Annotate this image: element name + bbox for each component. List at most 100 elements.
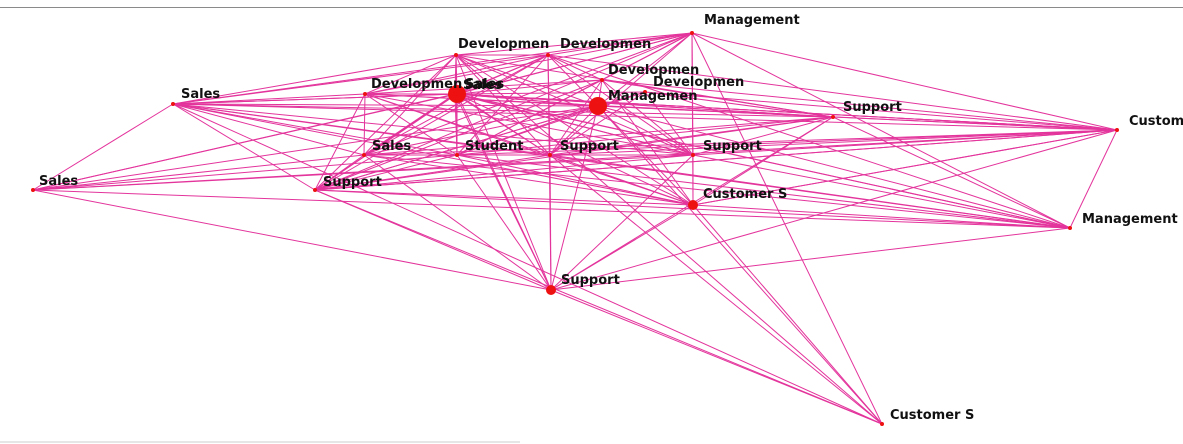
node-label: Support: [560, 139, 619, 154]
graph-edge: [692, 116, 834, 156]
graph-node[interactable]: [589, 97, 607, 115]
graph-edge: [314, 54, 457, 191]
node-label: Sales: [181, 87, 220, 102]
graph-edge: [314, 154, 551, 191]
node-label: Custom: [1129, 114, 1183, 129]
graph-edge: [32, 189, 552, 291]
node-label: Sales: [39, 174, 78, 189]
graph-edge: [549, 79, 603, 156]
graph-node[interactable]: [362, 153, 366, 157]
graph-edge: [364, 54, 549, 95]
node-label: Support: [703, 139, 762, 154]
node-label: Sales: [372, 139, 411, 154]
graph-edge: [172, 93, 366, 105]
node-label: Customer S: [890, 408, 974, 423]
graph-edge: [172, 32, 693, 105]
graph-node[interactable]: [453, 92, 457, 96]
graph-edge: [32, 93, 458, 191]
graph-edge: [314, 154, 694, 191]
graph-edge: [456, 79, 603, 95]
graph-edge: [547, 54, 603, 81]
graph-edge: [597, 105, 1071, 229]
graph-edge: [314, 79, 603, 191]
graph-edge: [32, 105, 599, 191]
graph-edge: [547, 54, 1118, 131]
graph-node[interactable]: [690, 31, 694, 35]
graph-node[interactable]: [455, 153, 459, 157]
graph-edge: [549, 154, 883, 425]
graph-node[interactable]: [831, 115, 835, 119]
graph-edge: [692, 154, 1071, 229]
node-label: Developmen: [608, 63, 699, 78]
graph-edge: [363, 129, 1118, 156]
graph-edge: [597, 32, 693, 107]
graph-node[interactable]: [171, 102, 175, 106]
graph-edge: [549, 154, 694, 206]
node-label: Sales: [463, 78, 502, 93]
edge-layer: [32, 32, 1118, 425]
graph-edge: [1069, 129, 1118, 229]
graph-edge: [314, 54, 549, 191]
graph-edge: [691, 32, 883, 425]
graph-node[interactable]: [1115, 128, 1119, 132]
graph-edge: [454, 93, 599, 107]
graph-node[interactable]: [31, 188, 35, 192]
graph-edge: [692, 129, 1118, 206]
graph-node[interactable]: [548, 153, 552, 157]
node-label: Developmen: [458, 37, 549, 52]
graph-node[interactable]: [546, 285, 556, 295]
graph-edge: [550, 204, 694, 291]
graph-edge: [314, 154, 458, 191]
node-layer: [31, 31, 1119, 426]
graph-edge: [832, 116, 1071, 229]
graph-edge: [172, 103, 458, 156]
graph-edge: [454, 93, 552, 291]
graph-node[interactable]: [691, 153, 695, 157]
graph-edge: [601, 79, 1118, 131]
graph-edge: [32, 154, 365, 191]
graph-edge: [455, 54, 883, 425]
graph-node[interactable]: [1068, 226, 1072, 230]
graph-edge: [363, 154, 552, 291]
graph-edge: [549, 105, 599, 156]
graph-node[interactable]: [546, 53, 550, 57]
graph-edge: [172, 103, 1118, 131]
graph-edge: [550, 289, 883, 425]
graph-edge: [550, 154, 694, 291]
graph-edge: [601, 32, 693, 81]
graph-edge: [456, 91, 646, 95]
graph-edge: [32, 189, 1071, 229]
node-label: Customer S: [703, 187, 787, 202]
graph-node[interactable]: [600, 78, 604, 82]
graph-edge: [550, 227, 1071, 291]
graph-edge: [549, 154, 1071, 229]
node-label: Managemen: [608, 89, 697, 104]
label-layer: Management Developmen Developmen Developmen…: [39, 13, 1183, 423]
graph-edge: [456, 116, 834, 156]
node-label: Developmen: [560, 37, 651, 52]
graph-edge: [314, 189, 694, 206]
graph-edge: [601, 79, 834, 118]
graph-node[interactable]: [643, 90, 647, 94]
graph-edge: [454, 93, 1071, 229]
graph-node[interactable]: [454, 53, 458, 57]
graph-edge: [363, 116, 834, 156]
graph-edge: [601, 79, 694, 156]
graph-edge: [32, 154, 458, 191]
graph-edge: [454, 93, 694, 156]
graph-edge: [314, 189, 883, 425]
graph-edge: [456, 93, 694, 206]
graph-edge: [32, 129, 1118, 191]
graph-node[interactable]: [880, 422, 884, 426]
node-label: Management: [1082, 212, 1178, 227]
graph-edge: [692, 204, 883, 425]
graph-edge: [314, 129, 1118, 191]
graph-edge: [456, 79, 603, 156]
node-label: Developmen: [371, 77, 462, 92]
graph-node[interactable]: [313, 188, 317, 192]
graph-node[interactable]: [688, 200, 698, 210]
graph-edge: [601, 79, 694, 206]
graph-edge: [363, 154, 694, 206]
graph-node[interactable]: [363, 92, 367, 96]
